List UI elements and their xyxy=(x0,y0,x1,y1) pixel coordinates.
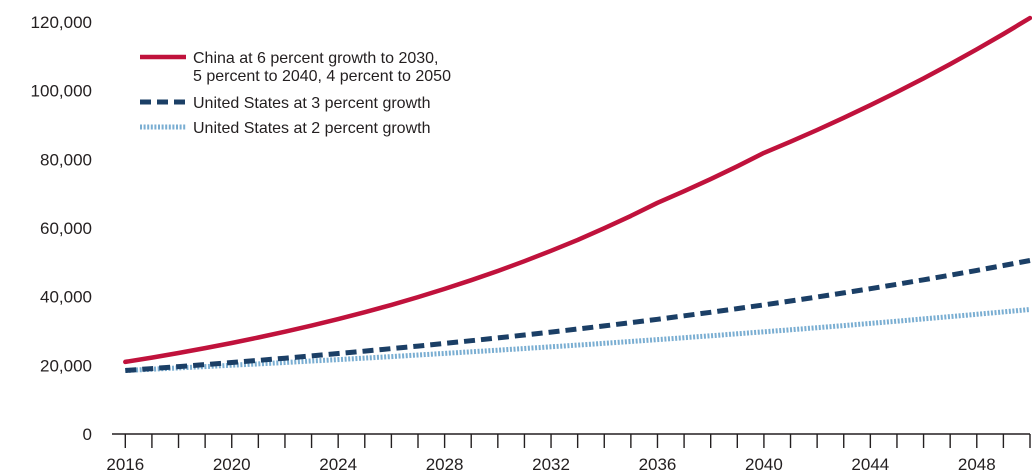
legend-label-1: United States at 3 percent growth xyxy=(193,95,430,112)
x-tick-label: 2020 xyxy=(213,455,251,474)
legend-label-0: China at 6 percent growth to 2030, xyxy=(193,50,439,67)
series-lines xyxy=(123,15,1032,373)
series-line-1 xyxy=(125,258,1031,373)
x-tick-label: 2028 xyxy=(426,455,464,474)
x-tick-label: 2032 xyxy=(532,455,570,474)
y-tick-label: 40,000 xyxy=(40,288,92,307)
legend: China at 6 percent growth to 2030,5 perc… xyxy=(140,50,451,137)
x-tick-label: 2036 xyxy=(639,455,677,474)
y-tick-label: 120,000 xyxy=(31,13,92,32)
y-tick-label: 80,000 xyxy=(40,150,92,169)
y-tick-label: 100,000 xyxy=(31,82,92,101)
y-tick-label: 60,000 xyxy=(40,219,92,238)
x-tick-label: 2040 xyxy=(745,455,783,474)
y-tick-label: 20,000 xyxy=(40,356,92,375)
legend-label-2: United States at 2 percent growth xyxy=(193,120,430,137)
x-axis: 2016 2020 2024 2028 2032 2036 2040 2044 2048 xyxy=(106,433,1031,474)
x-tick-label: 2044 xyxy=(851,455,889,474)
y-axis-tick-labels: 0 20,000 40,000 60,000 80,000 100,000 120,000 xyxy=(31,13,92,444)
x-tick-label: 2016 xyxy=(106,455,144,474)
x-tick-label: 2024 xyxy=(319,455,357,474)
series-line-0 xyxy=(123,15,1032,365)
legend-label-0-line2: 5 percent to 2040, 4 percent to 2050 xyxy=(193,68,451,85)
y-tick-label: 0 xyxy=(83,425,92,444)
x-tick-label: 2048 xyxy=(958,455,996,474)
